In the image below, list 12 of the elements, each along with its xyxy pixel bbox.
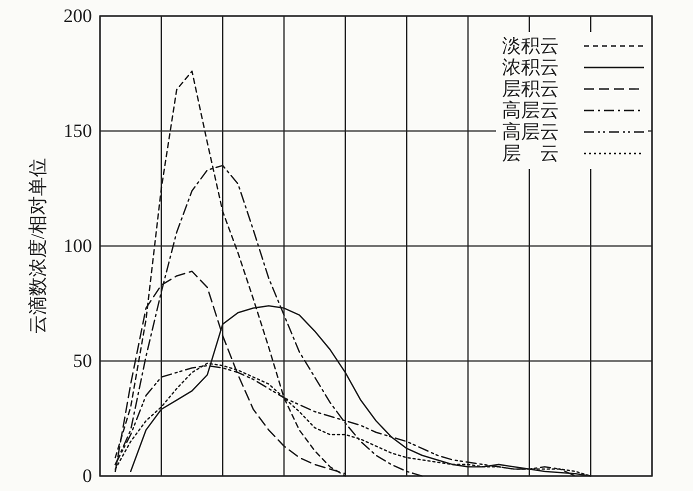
y-tick-label: 50	[73, 351, 92, 372]
y-axis-title: 云滴数浓度/相对单位	[27, 158, 49, 334]
legend-label: 层 云	[502, 144, 559, 164]
y-tick-label: 200	[64, 6, 92, 27]
legend-label: 层积云	[502, 79, 559, 100]
legend-label: 浓积云	[502, 58, 559, 78]
legend-label: 淡积云	[502, 36, 559, 57]
y-tick-label: 100	[64, 236, 92, 257]
legend-label: 高层云	[502, 121, 559, 143]
legend-label: 高层云	[502, 100, 559, 122]
y-tick-label: 150	[64, 121, 92, 142]
y-tick-label: 0	[82, 466, 92, 487]
